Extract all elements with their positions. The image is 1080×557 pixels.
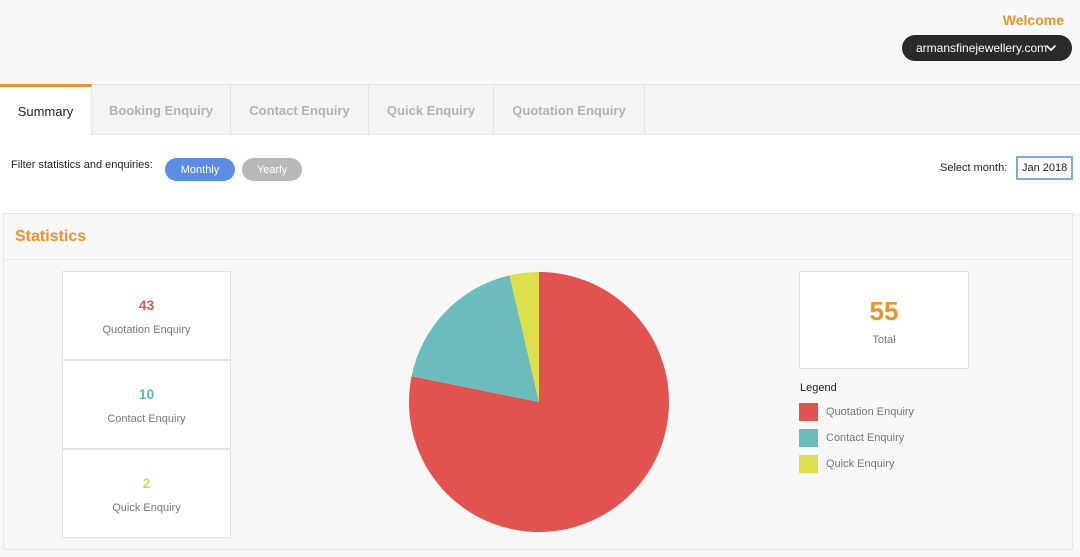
stat-value: 10 bbox=[138, 386, 155, 402]
tab-quotation-enquiry[interactable]: Quotation Enquiry bbox=[494, 85, 645, 135]
statistics-header: Statistics bbox=[4, 214, 1072, 260]
account-dropdown[interactable]: armansfinejewellery.com bbox=[902, 35, 1072, 61]
total-label: Total bbox=[872, 334, 896, 346]
yearly-button[interactable]: Yearly bbox=[242, 158, 302, 181]
month-input[interactable] bbox=[1016, 156, 1073, 180]
statistics-title: Statistics bbox=[15, 228, 87, 245]
tab-booking-enquiry[interactable]: Booking Enquiry bbox=[92, 85, 231, 135]
tab-contact-enquiry[interactable]: Contact Enquiry bbox=[231, 85, 369, 135]
monthly-button[interactable]: Monthly bbox=[165, 158, 235, 181]
legend-swatch bbox=[799, 429, 818, 447]
legend-label: Quotation Enquiry bbox=[826, 406, 915, 418]
filter-bar: Filter statistics and enquiries: Monthly… bbox=[0, 135, 1080, 213]
account-name: armansfinejewellery.com bbox=[916, 41, 1048, 55]
select-month-label: Select month: bbox=[940, 162, 1008, 174]
legend-item-contact: Contact Enquiry bbox=[799, 429, 904, 447]
legend-item-quotation: Quotation Enquiry bbox=[799, 403, 914, 421]
total-box: 55 Total bbox=[799, 271, 969, 369]
stat-box-quotation: 43 Quotation Enquiry bbox=[62, 271, 231, 360]
stat-box-quick: 2 Quick Enquiry bbox=[62, 449, 231, 538]
stat-box-contact: 10 Contact Enquiry bbox=[62, 360, 231, 449]
legend-title: Legend bbox=[800, 382, 837, 394]
legend-label: Contact Enquiry bbox=[826, 432, 905, 444]
tab-summary[interactable]: Summary bbox=[0, 84, 92, 136]
pie-slice-quotation-enquiry bbox=[408, 272, 669, 532]
stat-label: Contact Enquiry bbox=[107, 413, 186, 425]
header: Welcome armansfinejewellery.com bbox=[0, 0, 1080, 84]
filter-label: Filter statistics and enquiries: bbox=[11, 159, 153, 171]
legend-swatch bbox=[799, 403, 818, 421]
stat-value: 2 bbox=[142, 475, 151, 491]
stat-label: Quick Enquiry bbox=[112, 502, 181, 514]
legend-swatch bbox=[799, 455, 818, 473]
stat-label: Quotation Enquiry bbox=[102, 324, 191, 336]
pie-slice-quick-enquiry bbox=[509, 272, 539, 402]
legend-label: Quick Enquiry bbox=[826, 458, 895, 470]
statistics-panel: Statistics 43 Quotation Enquiry 10 Conta… bbox=[3, 213, 1073, 550]
pie-chart bbox=[408, 272, 669, 532]
chevron-down-icon bbox=[1046, 45, 1056, 51]
legend-item-quick: Quick Enquiry bbox=[799, 455, 894, 473]
stat-value: 43 bbox=[138, 297, 155, 313]
total-value: 55 bbox=[869, 296, 899, 326]
tab-bar: Summary Booking Enquiry Contact Enquiry … bbox=[0, 84, 1080, 136]
pie-slice-contact-enquiry bbox=[411, 275, 539, 402]
welcome-text: Welcome bbox=[1002, 12, 1064, 28]
tab-quick-enquiry[interactable]: Quick Enquiry bbox=[369, 85, 494, 135]
